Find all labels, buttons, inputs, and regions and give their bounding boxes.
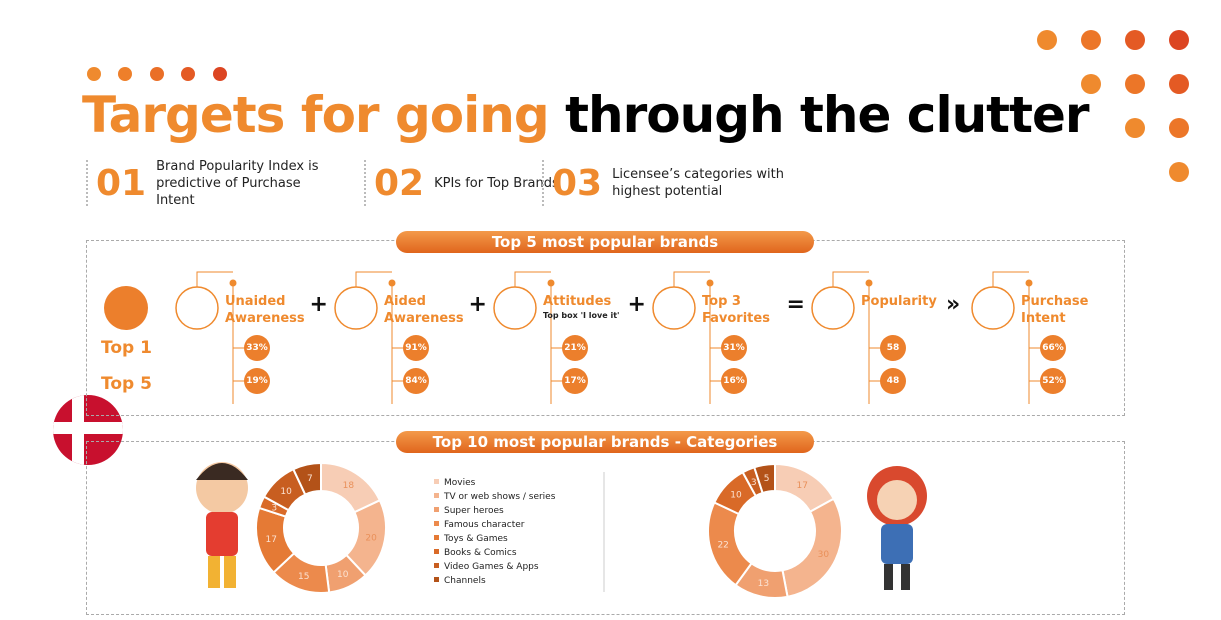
title-highlight: Targets for going — [82, 86, 550, 144]
kpi-value: 31% — [721, 335, 747, 361]
step: 03 Licensee’s categories with highest pot… — [542, 160, 797, 206]
category-box — [86, 441, 1125, 615]
kpi-value: 21% — [562, 335, 588, 361]
step-text: KPIs for Top Brands — [434, 175, 559, 191]
kpi-value: 17% — [562, 368, 588, 394]
kpi-value: 52% — [1040, 368, 1066, 394]
kpi-label: Unaided Awareness — [225, 294, 305, 326]
kpi-value: 66% — [1040, 335, 1066, 361]
connector — [196, 271, 233, 287]
title: Targets for going through the clutter — [82, 86, 1090, 144]
kpi-label: Popularity — [861, 294, 937, 309]
step-number: 01 — [96, 162, 147, 204]
girl-figure — [867, 466, 927, 590]
step: 02 KPIs for Top Brands — [364, 160, 619, 206]
kpi-value: 48 — [880, 368, 906, 394]
row-label: Top 5 — [101, 374, 152, 394]
step-number: 03 — [552, 162, 603, 204]
step-text: Brand Popularity Index is predictive of … — [156, 158, 319, 208]
kpi-label: Aided Awareness — [384, 294, 464, 326]
kpi-value: 19% — [244, 368, 270, 394]
kpi-value: 91% — [403, 335, 429, 361]
operator: + — [309, 292, 328, 317]
kpi-value: 33% — [244, 335, 270, 361]
connector — [992, 271, 1029, 287]
kpi-label: Attitudes — [543, 294, 612, 309]
kpi-sublabel: Top box 'I love it' — [543, 311, 620, 320]
connector — [673, 271, 710, 287]
medal-icon — [104, 286, 148, 330]
connector — [832, 271, 869, 287]
kpi-label: Top 3 Favorites — [702, 294, 770, 326]
section-title: Top 5 most popular brands — [396, 231, 814, 253]
operator: + — [627, 292, 646, 317]
flag — [53, 395, 123, 465]
connector — [355, 271, 392, 287]
operator: + — [468, 292, 487, 317]
operator: = — [786, 292, 805, 317]
section-title: Top 10 most popular brands - Categories — [396, 431, 814, 453]
operator: » — [946, 292, 961, 317]
kpi-value: 84% — [403, 368, 429, 394]
boy-figure — [196, 462, 248, 588]
kpi-box — [86, 240, 1125, 416]
kpi-value: 58 — [880, 335, 906, 361]
step-number: 02 — [374, 162, 425, 204]
step: 01 Brand Popularity Index is predictive o… — [86, 158, 341, 208]
row-label: Top 1 — [101, 338, 152, 358]
step-text: Licensee’s categories with highest poten… — [612, 167, 785, 199]
kpi-label: Purchase Intent — [1021, 294, 1089, 326]
title-rest: through the clutter — [565, 86, 1089, 144]
dots — [87, 30, 1189, 182]
connector — [514, 271, 551, 287]
kpi-value: 16% — [721, 368, 747, 394]
